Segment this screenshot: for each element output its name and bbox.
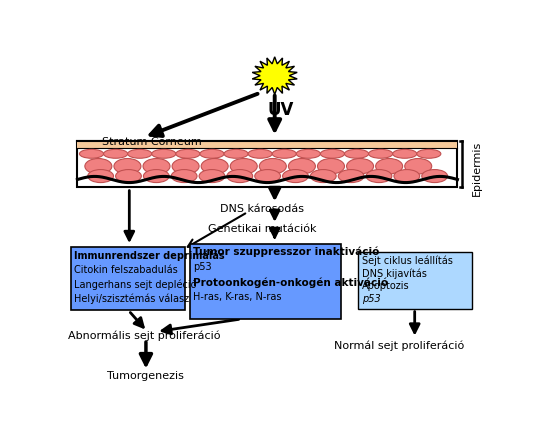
Text: Abnormális sejt proliferáció: Abnormális sejt proliferáció: [68, 331, 220, 341]
Ellipse shape: [296, 150, 321, 158]
Ellipse shape: [255, 170, 280, 182]
Ellipse shape: [172, 158, 199, 174]
Text: Helyi/szisztémás válasz: Helyi/szisztémás válasz: [75, 294, 190, 304]
Ellipse shape: [282, 170, 308, 182]
Polygon shape: [252, 57, 297, 94]
Ellipse shape: [369, 150, 393, 158]
FancyBboxPatch shape: [77, 141, 458, 148]
Text: Tumor szuppresszor inaktiváció: Tumor szuppresszor inaktiváció: [193, 247, 379, 258]
Ellipse shape: [152, 150, 176, 158]
Ellipse shape: [321, 150, 345, 158]
Text: Normál sejt proliferáció: Normál sejt proliferáció: [334, 340, 465, 351]
Text: Stratum Corneum: Stratum Corneum: [102, 138, 202, 147]
Ellipse shape: [376, 158, 403, 174]
Ellipse shape: [88, 170, 114, 182]
Ellipse shape: [366, 170, 392, 182]
Text: Tumorgenezis: Tumorgenezis: [108, 371, 184, 381]
Ellipse shape: [405, 158, 431, 174]
FancyBboxPatch shape: [77, 141, 458, 187]
Ellipse shape: [393, 150, 417, 158]
FancyBboxPatch shape: [71, 247, 185, 311]
Ellipse shape: [227, 170, 252, 182]
Ellipse shape: [144, 170, 169, 182]
Ellipse shape: [310, 170, 336, 182]
Ellipse shape: [259, 158, 286, 174]
Text: DNS kijavítás: DNS kijavítás: [362, 268, 427, 279]
Ellipse shape: [103, 150, 128, 158]
Ellipse shape: [394, 170, 420, 182]
Ellipse shape: [114, 158, 141, 174]
Ellipse shape: [422, 170, 448, 182]
Ellipse shape: [338, 170, 364, 182]
Ellipse shape: [79, 150, 103, 158]
Ellipse shape: [288, 158, 315, 174]
Text: p53: p53: [193, 262, 212, 272]
Ellipse shape: [201, 158, 228, 174]
Text: UV: UV: [268, 101, 294, 119]
Ellipse shape: [128, 150, 152, 158]
Ellipse shape: [143, 158, 170, 174]
Ellipse shape: [417, 150, 441, 158]
Ellipse shape: [345, 150, 369, 158]
Ellipse shape: [172, 170, 197, 182]
Ellipse shape: [199, 170, 225, 182]
Ellipse shape: [230, 158, 257, 174]
Text: Sejt ciklus leállítás: Sejt ciklus leállítás: [362, 255, 453, 266]
FancyBboxPatch shape: [358, 252, 472, 309]
Ellipse shape: [317, 158, 345, 174]
Text: DNS károsodás: DNS károsodás: [220, 204, 304, 214]
Text: Epidermis: Epidermis: [472, 141, 482, 196]
Ellipse shape: [116, 170, 142, 182]
Text: Immunrendszer deprimálás: Immunrendszer deprimálás: [75, 251, 225, 261]
Ellipse shape: [85, 158, 112, 174]
Text: Protoonkogén-onkogén aktiváció: Protoonkogén-onkogén aktiváció: [193, 277, 388, 287]
Text: Langerhans sejt depléció: Langerhans sejt depléció: [75, 279, 197, 290]
Text: p53: p53: [362, 294, 381, 303]
Ellipse shape: [224, 150, 248, 158]
Text: H-ras, K-ras, N-ras: H-ras, K-ras, N-ras: [193, 292, 281, 302]
Text: Citokin felszabadulás: Citokin felszabadulás: [75, 265, 178, 275]
Text: Apoptozis: Apoptozis: [362, 281, 410, 291]
FancyBboxPatch shape: [190, 243, 341, 319]
Text: Genetikai mutációk: Genetikai mutációk: [208, 224, 316, 234]
Ellipse shape: [176, 150, 200, 158]
Ellipse shape: [347, 158, 374, 174]
Ellipse shape: [248, 150, 272, 158]
Ellipse shape: [272, 150, 296, 158]
Ellipse shape: [200, 150, 224, 158]
